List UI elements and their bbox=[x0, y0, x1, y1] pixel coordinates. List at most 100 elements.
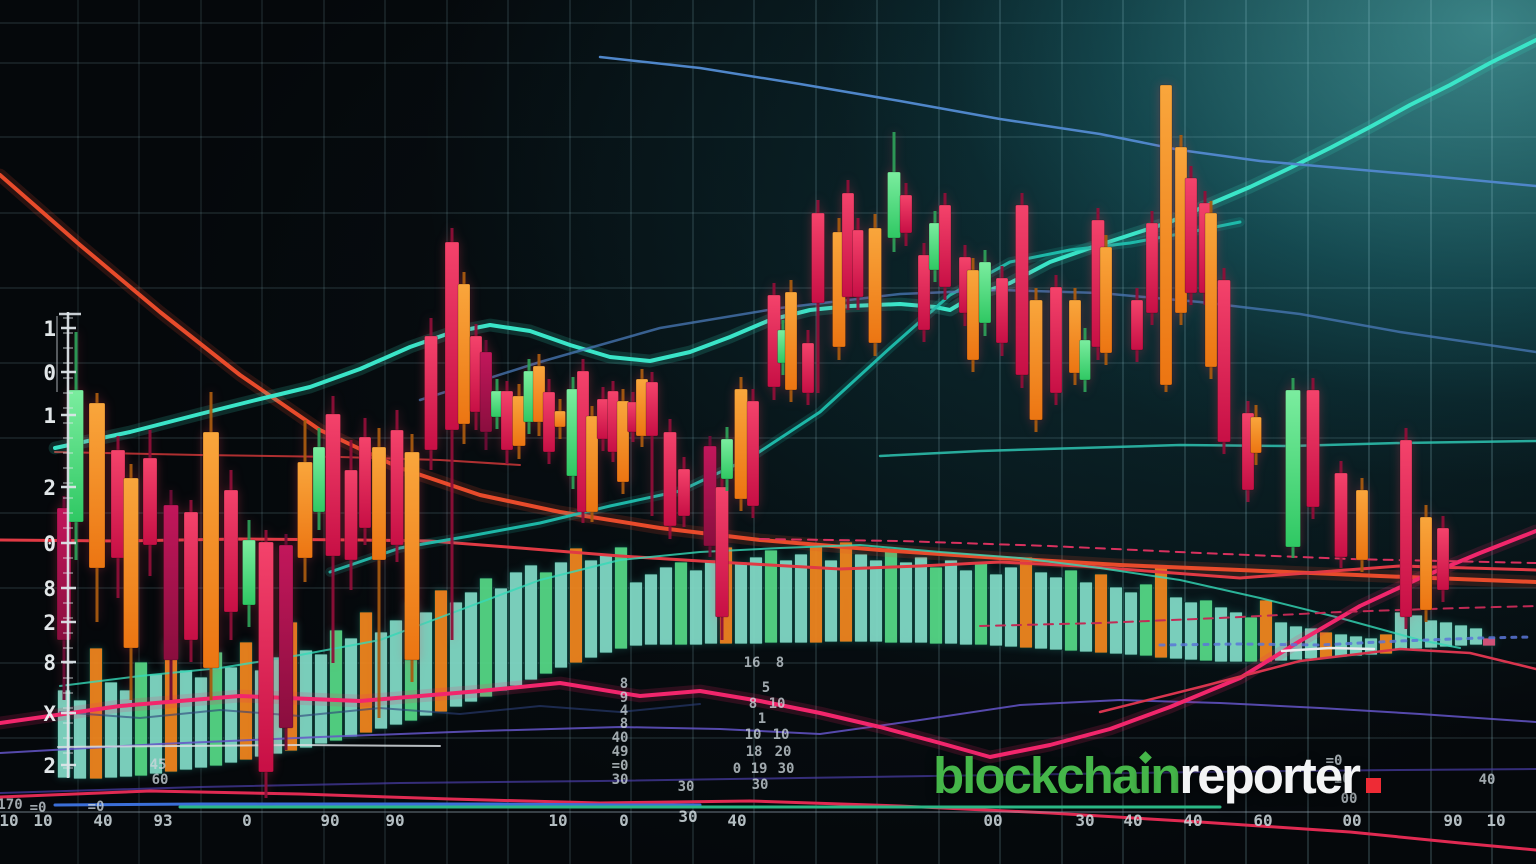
logo-text-n: n bbox=[1150, 747, 1181, 804]
indicator-line-crimson-dashed-upper bbox=[759, 538, 1536, 564]
candle-body bbox=[312, 446, 326, 513]
volume-bar bbox=[944, 559, 958, 645]
x-axis-tick-label: 0 bbox=[619, 811, 629, 830]
volume-bar bbox=[974, 561, 988, 646]
volume-bar bbox=[1439, 621, 1453, 648]
x-axis-tick-label: 00 bbox=[983, 811, 1002, 830]
scatter-number-label: 20 bbox=[775, 744, 792, 760]
x-axis-tick-label: 30 bbox=[678, 807, 697, 826]
candle-body bbox=[457, 283, 471, 425]
scatter-number-label: 1 bbox=[758, 711, 766, 727]
volume-bar bbox=[104, 681, 118, 779]
volume-bar bbox=[689, 569, 703, 646]
x-axis-tick-label: 0 bbox=[242, 811, 252, 830]
candle-body bbox=[297, 461, 313, 559]
candle-body bbox=[110, 449, 126, 559]
volume-bar bbox=[854, 553, 868, 643]
candle-body bbox=[1099, 246, 1113, 354]
candle-body bbox=[811, 212, 825, 304]
volume-bar bbox=[1454, 624, 1468, 647]
volume-bar bbox=[839, 541, 853, 643]
scatter-number-label: 60 bbox=[152, 772, 169, 788]
volume-bar bbox=[224, 666, 238, 764]
volume-bar bbox=[734, 561, 748, 645]
candle-body bbox=[585, 415, 599, 513]
candle-body bbox=[784, 291, 798, 391]
candle-body bbox=[554, 410, 566, 428]
volume-bar bbox=[644, 573, 658, 646]
volume-bar bbox=[1079, 581, 1093, 653]
scatter-number-label: 16 bbox=[744, 655, 761, 671]
volume-bar bbox=[629, 581, 643, 647]
volume-bar bbox=[614, 546, 628, 650]
volume-bar bbox=[1049, 576, 1063, 651]
candle-body bbox=[1419, 516, 1433, 611]
y-axis-tick-label: 2 bbox=[43, 754, 56, 778]
candle-body bbox=[1355, 489, 1369, 561]
candle-body bbox=[720, 438, 734, 480]
scatter-number-label: =0 bbox=[612, 758, 629, 774]
candle-body bbox=[899, 194, 913, 234]
x-axis-tick-label: 60 bbox=[1253, 811, 1272, 830]
candle-body bbox=[1015, 204, 1029, 376]
candle-body bbox=[390, 429, 404, 546]
volume-bar bbox=[464, 591, 478, 703]
axis-number-labels: 10 10 40 93 0 90 90 10 0 30 40 00 30 40 40 60 00 90 104560… bbox=[0, 655, 1506, 830]
volume-bar bbox=[1214, 606, 1228, 663]
volume-bar bbox=[1409, 614, 1423, 650]
volume-bar bbox=[1094, 573, 1108, 654]
candle-body bbox=[242, 539, 256, 606]
volume-bar bbox=[1139, 583, 1153, 657]
scatter-number-label: 0 bbox=[733, 761, 741, 777]
volume-bar bbox=[539, 571, 553, 675]
volume-bar bbox=[1064, 569, 1078, 652]
candle-body bbox=[868, 227, 882, 344]
volume-bar bbox=[1124, 591, 1138, 656]
scatter-number-label: 10 bbox=[769, 696, 786, 712]
scatter-number-label: 30 bbox=[752, 777, 769, 793]
candle-body bbox=[444, 241, 460, 431]
scatter-number-label: 30 bbox=[678, 779, 695, 795]
volume-bar bbox=[479, 577, 493, 698]
candle-body bbox=[424, 335, 438, 451]
x-axis-tick-label: 93 bbox=[153, 811, 172, 830]
x-axis-tick-label: 30 bbox=[1075, 811, 1094, 830]
scatter-number-label: 30 bbox=[778, 761, 795, 777]
scatter-number-label: 9 bbox=[620, 690, 628, 706]
y-axis-tick-label: X bbox=[43, 702, 56, 726]
volume-bar bbox=[73, 699, 87, 780]
candle-body bbox=[995, 277, 1009, 344]
indicator-line-crimson-dashed-lower bbox=[979, 605, 1536, 627]
scatter-number-label: =0 bbox=[30, 800, 47, 816]
candle-body bbox=[68, 389, 84, 523]
volume-bar bbox=[1184, 601, 1198, 661]
volume-bar bbox=[419, 611, 433, 717]
candle-body bbox=[1079, 339, 1091, 381]
candle-body bbox=[1204, 212, 1218, 368]
indicator-line-white-line-left bbox=[57, 744, 441, 748]
x-axis-tick-label: 40 bbox=[93, 811, 112, 830]
scatter-number-label: 170 bbox=[0, 797, 23, 813]
candle-body bbox=[479, 351, 493, 433]
volume-bar bbox=[899, 561, 913, 644]
candle-body bbox=[278, 544, 294, 729]
candle-body bbox=[801, 342, 815, 394]
scatter-number-label: 19 bbox=[751, 761, 768, 777]
candle-body bbox=[734, 388, 748, 500]
candle-body bbox=[966, 269, 980, 361]
candle-body bbox=[163, 504, 179, 661]
scatter-number-label: 10 bbox=[773, 727, 790, 743]
indicator-line-teal-flat-right bbox=[878, 439, 1536, 458]
volume-bar bbox=[989, 573, 1003, 647]
volume-bar bbox=[794, 553, 808, 644]
blockchainreporter-logo: blockchaı nreporter bbox=[933, 750, 1381, 801]
volume-bar bbox=[779, 559, 793, 644]
volume-bar bbox=[749, 556, 763, 645]
candle-body bbox=[183, 511, 199, 641]
x-axis-tick-label: 40 bbox=[727, 811, 746, 830]
scatter-number-label: 00 bbox=[1341, 791, 1358, 807]
candle-body bbox=[1306, 389, 1320, 508]
candle-body bbox=[542, 391, 556, 453]
volume-bar bbox=[179, 669, 193, 771]
volume-bar bbox=[344, 637, 358, 738]
